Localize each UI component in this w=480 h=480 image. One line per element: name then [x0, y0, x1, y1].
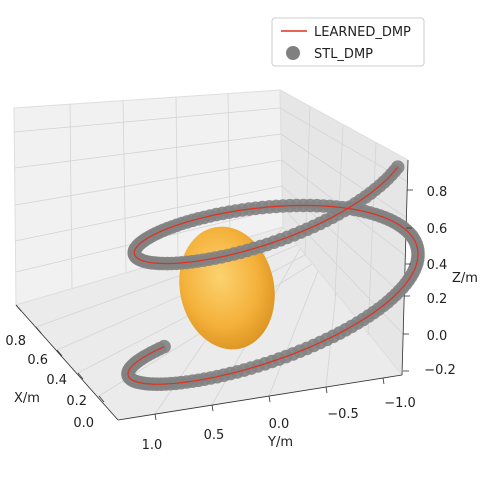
y-tick-label: 0.5 [204, 428, 225, 443]
x-tick-label: 0.2 [66, 394, 87, 409]
z-tick-label: −0.2 [424, 363, 456, 378]
y-tick-labels: 1.0 0.5 0.0 −0.5 −1.0 [142, 377, 416, 453]
z-tick-label: 0.6 [427, 222, 448, 237]
y-tick-label: 1.0 [142, 438, 163, 453]
x-tick-label: 0.8 [5, 334, 26, 349]
legend-stl-dmp: STL_DMP [314, 47, 373, 62]
z-tick-label: 0.0 [427, 329, 448, 344]
x-tick-label: 0.0 [73, 416, 94, 431]
x-tick-label: 0.6 [27, 353, 48, 368]
legend-point-swatch [286, 46, 300, 60]
y-axis-line [117, 374, 403, 421]
z-tick-label: 0.8 [427, 185, 448, 200]
z-axis-line [401, 159, 409, 376]
z-tick-label: 0.2 [427, 292, 448, 307]
y-axis-label: Y/m [267, 435, 293, 450]
y-tick-label: −0.5 [327, 407, 359, 422]
x-axis-label: X/m [14, 391, 40, 406]
y-tick-label: 0.0 [269, 417, 290, 432]
x-axis-line [15, 304, 119, 421]
legend: LEARNED_DMP STL_DMP [271, 17, 425, 67]
z-axis-label: Z/m [452, 271, 478, 286]
x-tick-labels: 0.0 0.2 0.4 0.60.8 [5, 304, 105, 431]
y-tick-label: −1.0 [384, 396, 416, 411]
z-tick-label: 0.4 [427, 258, 448, 273]
z-tick-labels: −0.2 0.0 0.2 0.4 0.6 0.8 [403, 185, 456, 378]
legend-learned-dmp: LEARNED_DMP [314, 25, 411, 40]
learned-dmp-line [127, 166, 419, 385]
x-tick-label: 0.4 [46, 373, 67, 388]
